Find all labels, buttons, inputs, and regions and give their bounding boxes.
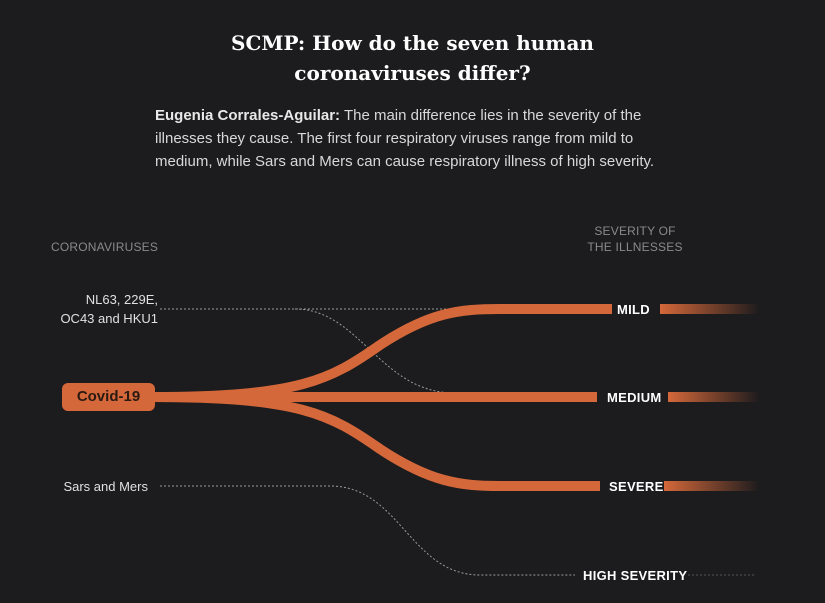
- sars-mers-label: Sars and Mers: [63, 479, 148, 494]
- mild-fade-bar: [660, 304, 760, 314]
- medium-label: MEDIUM: [607, 390, 662, 405]
- covid-to-mild-link: [149, 304, 612, 402]
- common-line-1: NL63, 229E,: [85, 292, 158, 307]
- title-line-1: SCMP: How do the seven human: [231, 31, 594, 55]
- mild-label: MILD: [617, 302, 650, 317]
- sars-to-high-link: [160, 485, 575, 576]
- severity-header: SEVERITY OF THE ILLNESSES: [560, 223, 710, 255]
- intro-body: The main difference lies in the severity…: [155, 107, 655, 170]
- medium-fade-bar: [668, 392, 760, 402]
- severity-header-line-1: SEVERITY OF: [594, 224, 676, 238]
- common-line-2: OC43 and HKU1: [60, 311, 158, 326]
- intro-text: Eugenia Corrales-Aguilar: The main diffe…: [155, 104, 675, 173]
- title-line-2: coronaviruses differ?: [294, 61, 531, 85]
- common-coronaviruses-label: NL63, 229E, OC43 and HKU1: [60, 290, 158, 328]
- coronaviruses-header: CORONAVIRUSES: [51, 240, 159, 254]
- page-title: SCMP: How do the seven human coronavirus…: [0, 28, 825, 88]
- author: Eugenia Corrales-Aguilar:: [155, 107, 341, 124]
- severe-fade-bar: [664, 481, 760, 491]
- covid-to-severe-link: [149, 392, 600, 491]
- covid-19-label: Covid-19: [62, 383, 155, 411]
- high-severity-label: HIGH SEVERITY: [583, 568, 688, 583]
- severe-label: SEVERE: [609, 479, 664, 494]
- severity-header-line-2: THE ILLNESSES: [587, 240, 683, 254]
